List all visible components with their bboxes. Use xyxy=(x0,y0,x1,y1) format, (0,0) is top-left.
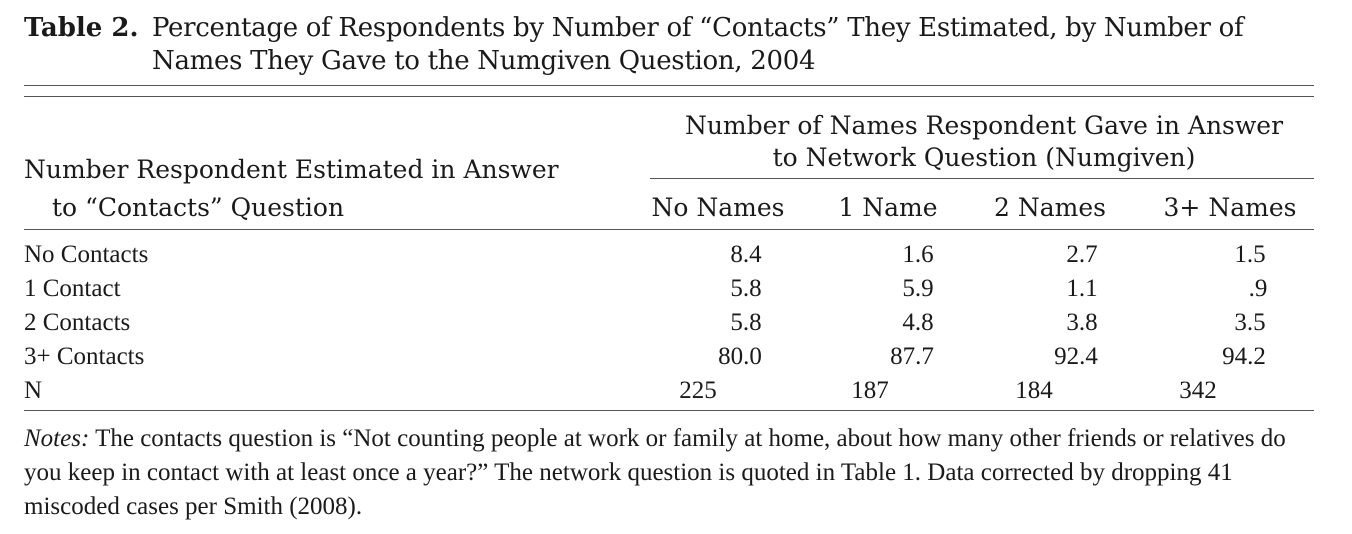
table-title-line-1: Percentage of Respondents by Number of “… xyxy=(152,13,1244,43)
notes-text: The contacts question is “Not counting p… xyxy=(24,425,1286,520)
header-bottom-rule xyxy=(24,229,1314,230)
table-cell: 1.6 xyxy=(902,241,934,268)
column-header-1-name: 1 Name xyxy=(838,193,938,222)
column-header-3plus-names: 3+ Names xyxy=(1163,193,1297,222)
table-cell: 187 xyxy=(851,377,889,404)
table-cell: .9 xyxy=(1248,275,1268,302)
table-cell: 3.5 xyxy=(1234,309,1266,336)
column-header-2-names: 2 Names xyxy=(994,193,1106,222)
table-notes: Notes: The contacts question is “Not cou… xyxy=(24,422,1324,524)
notes-label: Notes: xyxy=(24,425,90,452)
table-cell: 5.9 xyxy=(902,275,934,302)
row-label: 1 Contact xyxy=(24,275,121,302)
table-cell: 342 xyxy=(1179,377,1217,404)
table-number: Table 2. xyxy=(24,13,139,43)
table-cell: 5.8 xyxy=(730,275,762,302)
table-cell: 184 xyxy=(1015,377,1053,404)
table-cell: 94.2 xyxy=(1222,343,1266,370)
table-cell: 87.7 xyxy=(890,343,934,370)
column-header-no-names: No Names xyxy=(651,193,785,222)
table-title-line-2: Names They Gave to the Numgiven Question… xyxy=(152,46,816,76)
stub-header-line-1: Number Respondent Estimated in Answer xyxy=(24,155,559,184)
row-label: 3+ Contacts xyxy=(24,343,145,370)
table-cell: 225 xyxy=(679,377,717,404)
table-cell: 1.1 xyxy=(1066,275,1098,302)
table-cell: 80.0 xyxy=(718,343,762,370)
table-cell: 92.4 xyxy=(1054,343,1098,370)
table-cell: 4.8 xyxy=(902,309,934,336)
table-title: Percentage of Respondents by Number of “… xyxy=(152,12,1302,78)
spanner-header-line-2: to Network Question (Numgiven) xyxy=(772,143,1196,172)
table-cell: 2.7 xyxy=(1066,241,1098,268)
table-page: Table 2. Percentage of Respondents by Nu… xyxy=(24,12,1314,520)
spanner-rule xyxy=(650,178,1314,179)
table-bottom-rule xyxy=(24,410,1314,411)
row-label: 2 Contacts xyxy=(24,309,131,336)
stub-header-line-2: to “Contacts” Question xyxy=(52,193,345,222)
spanner-header-line-1: Number of Names Respondent Gave in Answe… xyxy=(684,111,1284,140)
top-rule-2 xyxy=(24,96,1314,97)
table-cell: 1.5 xyxy=(1234,241,1266,268)
row-label: N xyxy=(24,377,43,404)
row-label: No Contacts xyxy=(24,241,149,268)
table-caption: Table 2. Percentage of Respondents by Nu… xyxy=(24,12,1314,82)
table-cell: 8.4 xyxy=(730,241,762,268)
table-cell: 3.8 xyxy=(1066,309,1098,336)
table-cell: 5.8 xyxy=(730,309,762,336)
top-rule-1 xyxy=(24,85,1314,86)
